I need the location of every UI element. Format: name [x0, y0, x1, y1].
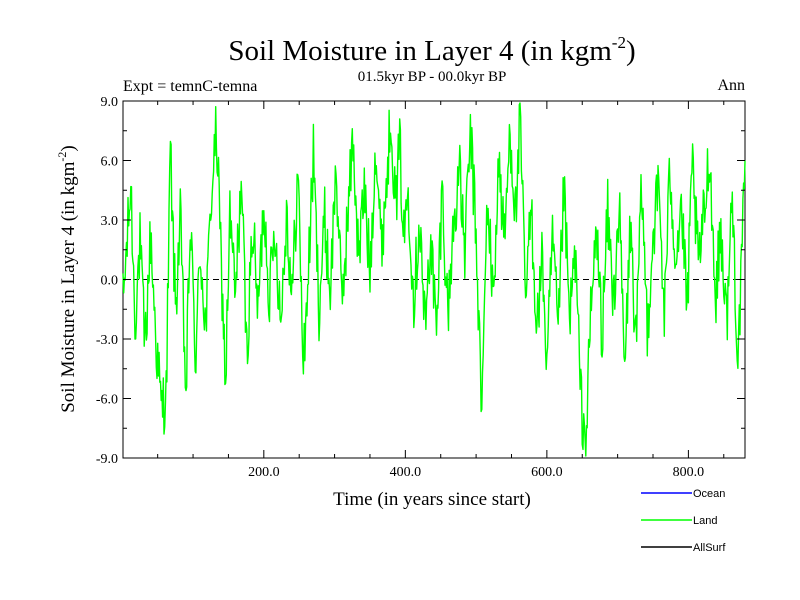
y-tick-label: 6.0 — [101, 155, 119, 170]
y-axis-title-close: ) — [58, 145, 79, 151]
x-axis-title: Time (in years since start) — [333, 489, 531, 510]
x-tick-label: 600.0 — [531, 465, 563, 480]
y-axis: -9.0 -6.0 -3.0 0.0 3.0 6.0 9.0 — [96, 95, 745, 467]
chart-title: Soil Moisture in Layer 4 (in kgm-2) — [228, 33, 635, 67]
x-axis: 200.0 400.0 600.0 800.0 — [157, 101, 725, 480]
y-tick-label: 3.0 — [101, 214, 119, 229]
series-line-land — [122, 102, 746, 457]
y-axis-title-sup: -2 — [55, 152, 69, 162]
y-tick-label: -3.0 — [96, 333, 118, 348]
experiment-label: Expt = temnC-temna — [123, 78, 257, 95]
chart-title-sup: -2 — [612, 33, 626, 52]
y-tick-label: 9.0 — [101, 95, 119, 110]
chart-title-text: Soil Moisture in Layer 4 (in kgm — [228, 35, 612, 67]
x-tick-label: 200.0 — [248, 465, 280, 480]
y-tick-label: -9.0 — [96, 452, 118, 467]
y-tick-label: -6.0 — [96, 393, 118, 408]
legend-label-land: Land — [693, 515, 717, 527]
y-tick-label: 0.0 — [101, 274, 119, 289]
legend: Ocean Land AllSurf — [641, 488, 726, 554]
legend-label-allsurf: AllSurf — [693, 542, 726, 554]
legend-label-ocean: Ocean — [693, 488, 725, 500]
x-tick-label: 800.0 — [673, 465, 705, 480]
x-tick-label: 400.0 — [390, 465, 422, 480]
season-label: Ann — [717, 77, 745, 94]
chart-title-close: ) — [626, 35, 636, 67]
y-axis-title: Soil Moisture in Layer 4 (in kgm-2) — [55, 145, 79, 413]
y-axis-title-text: Soil Moisture in Layer 4 (in kgm — [58, 161, 79, 412]
chart-subtitle: 01.5kyr BP - 00.0kyr BP — [358, 69, 507, 85]
